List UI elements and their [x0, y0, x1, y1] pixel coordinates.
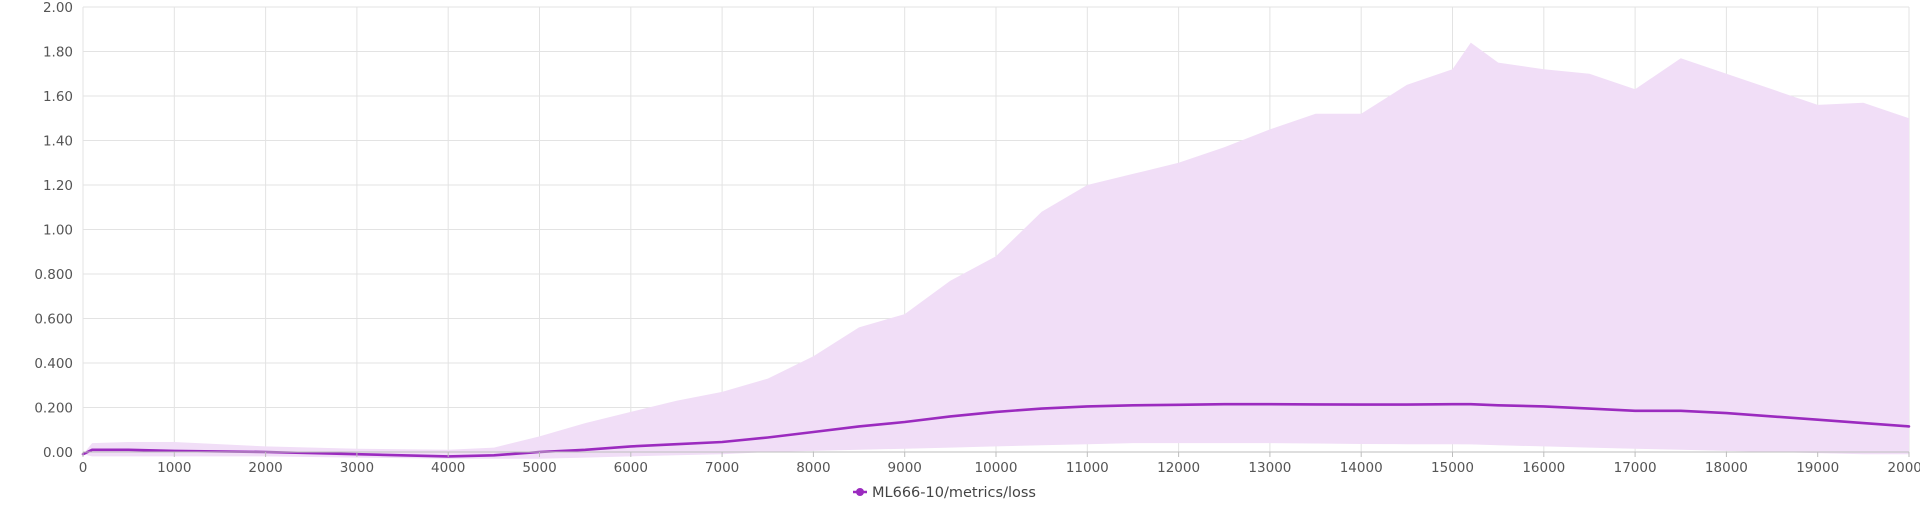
axes: 0.00 0.200 0.400 0.600 0.800 1.00 1.20 1.40 1.60…: [34, 0, 1920, 476]
x-tick-label: 1000: [157, 460, 191, 476]
x-tick-label: 3000: [340, 460, 374, 476]
legend-item[interactable]: ML666-10/metrics/loss: [853, 485, 1036, 501]
y-tick-label: 0.600: [34, 312, 73, 328]
legend-label: ML666-10/metrics/loss: [872, 485, 1036, 501]
x-tick-label: 19000: [1796, 460, 1839, 476]
y-tick-label: 1.00: [43, 223, 73, 239]
legend[interactable]: ML666-10/metrics/loss: [853, 485, 1036, 501]
y-tick-label: 0.400: [34, 356, 73, 372]
y-tick-label: 1.20: [43, 178, 73, 194]
y-tick-label: 0.800: [34, 267, 73, 283]
x-tick-label: 12000: [1157, 460, 1200, 476]
x-tick-label: 13000: [1248, 460, 1291, 476]
x-tick-label: 7000: [705, 460, 739, 476]
y-tick-label: 1.80: [43, 45, 73, 61]
x-tick-label: 17000: [1614, 460, 1657, 476]
x-tick-label: 11000: [1066, 460, 1109, 476]
y-tick-label: 0.00: [43, 445, 73, 461]
x-tick-label: 20000: [1888, 460, 1920, 476]
y-tick-label: 1.40: [43, 134, 73, 150]
y-tick-label: 1.60: [43, 89, 73, 105]
y-tick-label: 2.00: [43, 0, 73, 16]
x-tick-label: 0: [79, 460, 88, 476]
x-tick-label: 5000: [522, 460, 556, 476]
x-tick-label: 4000: [431, 460, 465, 476]
x-tick-label: 15000: [1431, 460, 1474, 476]
x-tick-label: 16000: [1522, 460, 1565, 476]
series-line[interactable]: [81, 402, 1911, 458]
series-band: [83, 42, 1909, 459]
series-lines: [81, 402, 1911, 458]
x-tick-label: 6000: [614, 460, 648, 476]
y-tick-label: 0.200: [34, 401, 73, 417]
x-tick-label: 9000: [888, 460, 922, 476]
legend-marker-icon: [856, 488, 864, 496]
x-tick-label: 2000: [248, 460, 282, 476]
x-tick-label: 10000: [975, 460, 1018, 476]
x-tick-label: 18000: [1705, 460, 1748, 476]
variance-band: [83, 42, 1909, 459]
x-tick-label: 14000: [1340, 460, 1383, 476]
x-tick-label: 8000: [796, 460, 830, 476]
